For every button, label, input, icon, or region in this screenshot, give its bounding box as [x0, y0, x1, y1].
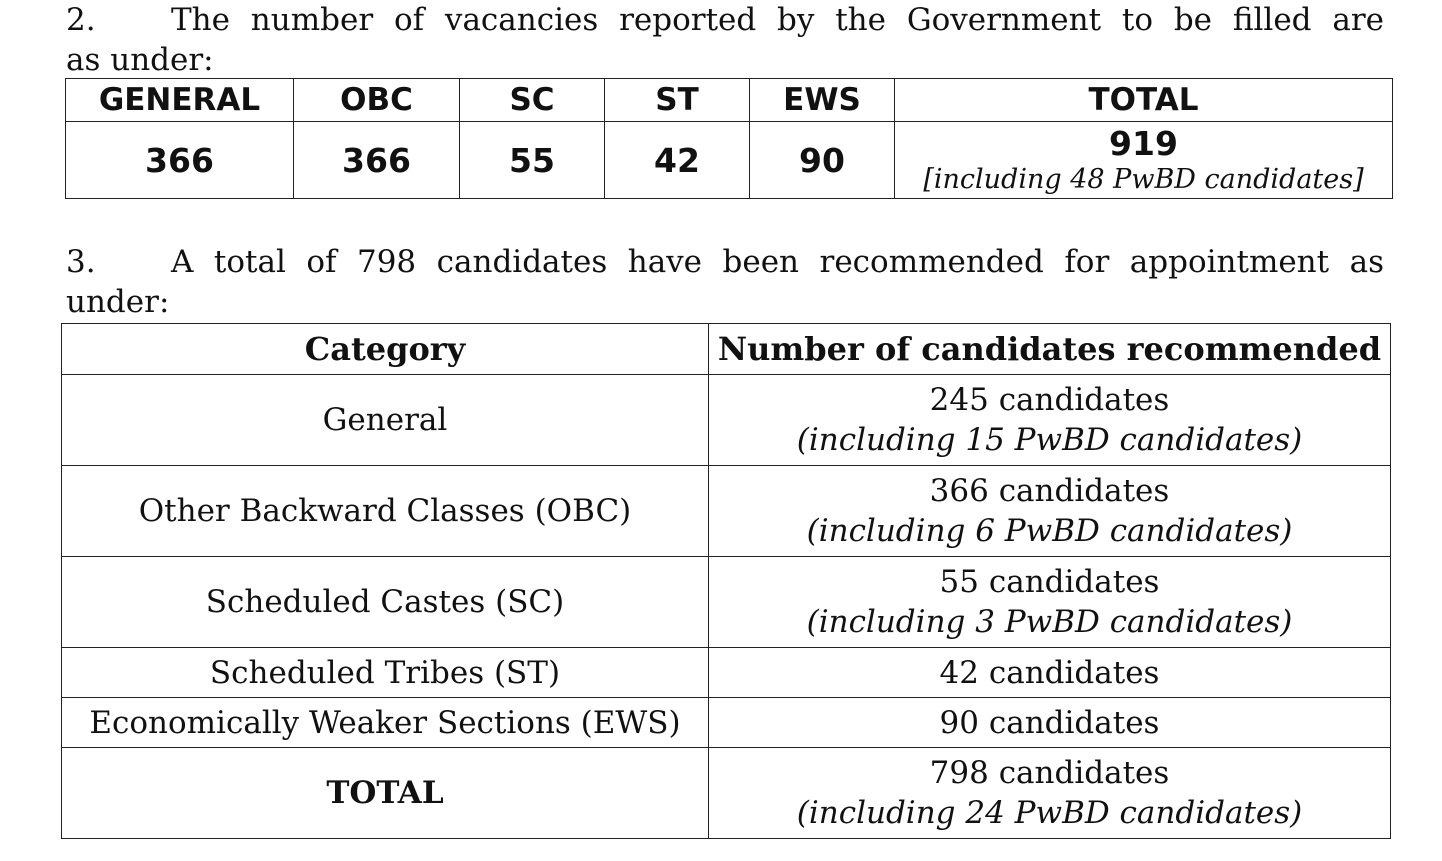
vacancies-value-row: 366 366 55 42 90 919 [including 48 PwBD …	[65, 121, 1393, 199]
vacancies-value-sc: 55	[459, 121, 605, 199]
paragraph-3-number: 3.	[66, 244, 96, 280]
paragraph-3-line-1: 3. A total of 798 candidates have been r…	[66, 242, 1384, 282]
category-cell: Scheduled Castes (SC)	[61, 556, 709, 648]
paragraph-2-text: The number of vacancies reported by the …	[171, 2, 1384, 38]
vacancies-header-st: ST	[604, 78, 750, 122]
table-row: General 245 candidates (including 15 PwB…	[61, 374, 1391, 466]
vacancies-header-total: TOTAL	[894, 78, 1393, 122]
vacancies-total-note: [including 48 PwBD candidates]	[923, 164, 1364, 195]
count-value: 55 candidates	[939, 564, 1160, 600]
recommended-header-category: Category	[61, 323, 709, 375]
table-row: Scheduled Castes (SC) 55 candidates (inc…	[61, 556, 1391, 648]
count-cell: 42 candidates	[708, 647, 1391, 698]
recommended-header-row: Category Number of candidates recommende…	[61, 323, 1391, 375]
total-count-cell: 798 candidates (including 24 PwBD candid…	[708, 747, 1391, 839]
paragraph-3-line-2: under:	[66, 284, 170, 320]
table-row: Other Backward Classes (OBC) 366 candida…	[61, 465, 1391, 557]
count-value: 245 candidates	[929, 382, 1170, 418]
paragraph-3-text: A total of 798 candidates have been reco…	[171, 244, 1384, 280]
paragraph-2-line-2: as under:	[66, 42, 214, 78]
paragraph-3: 3. A total of 798 candidates have been r…	[66, 242, 1384, 322]
paragraph-2: 2. The number of vacancies reported by t…	[66, 0, 1384, 80]
vacancies-value-general: 366	[65, 121, 294, 199]
vacancies-table: GENERAL OBC SC ST EWS TOTAL 366 366 55 4…	[65, 78, 1393, 199]
count-value: 366 candidates	[929, 473, 1170, 509]
table-row: Scheduled Tribes (ST) 42 candidates	[61, 647, 1391, 698]
count-cell: 245 candidates (including 15 PwBD candid…	[708, 374, 1391, 466]
vacancies-header-obc: OBC	[293, 78, 460, 122]
total-row: TOTAL 798 candidates (including 24 PwBD …	[61, 747, 1391, 839]
vacancies-value-obc: 366	[293, 121, 460, 199]
total-label-cell: TOTAL	[61, 747, 709, 839]
vacancies-header-sc: SC	[459, 78, 605, 122]
vacancies-header-general: GENERAL	[65, 78, 294, 122]
table-row: Economically Weaker Sections (EWS) 90 ca…	[61, 697, 1391, 748]
vacancies-header-ews: EWS	[749, 78, 895, 122]
category-cell: Other Backward Classes (OBC)	[61, 465, 709, 557]
category-cell: Economically Weaker Sections (EWS)	[61, 697, 709, 748]
category-cell: Scheduled Tribes (ST)	[61, 647, 709, 698]
count-cell: 55 candidates (including 3 PwBD candidat…	[708, 556, 1391, 648]
recommended-table: Category Number of candidates recommende…	[61, 323, 1391, 839]
count-cell: 90 candidates	[708, 697, 1391, 748]
pwbd-note: (including 3 PwBD candidates)	[806, 604, 1293, 640]
vacancies-value-ews: 90	[749, 121, 895, 199]
category-cell: General	[61, 374, 709, 466]
total-pwbd-note: (including 24 PwBD candidates)	[796, 795, 1303, 831]
recommended-header-count: Number of candidates recommended	[708, 323, 1391, 375]
vacancies-value-st: 42	[604, 121, 750, 199]
pwbd-note: (including 6 PwBD candidates)	[806, 513, 1293, 549]
paragraph-2-number: 2.	[66, 2, 96, 38]
vacancies-total-value: 919	[1109, 124, 1178, 163]
vacancies-header-row: GENERAL OBC SC ST EWS TOTAL	[65, 78, 1393, 122]
paragraph-2-line-1: 2. The number of vacancies reported by t…	[66, 0, 1384, 40]
count-cell: 366 candidates (including 6 PwBD candida…	[708, 465, 1391, 557]
pwbd-note: (including 15 PwBD candidates)	[796, 422, 1303, 458]
vacancies-value-total-cell: 919 [including 48 PwBD candidates]	[894, 121, 1393, 199]
total-count-value: 798 candidates	[929, 755, 1170, 791]
